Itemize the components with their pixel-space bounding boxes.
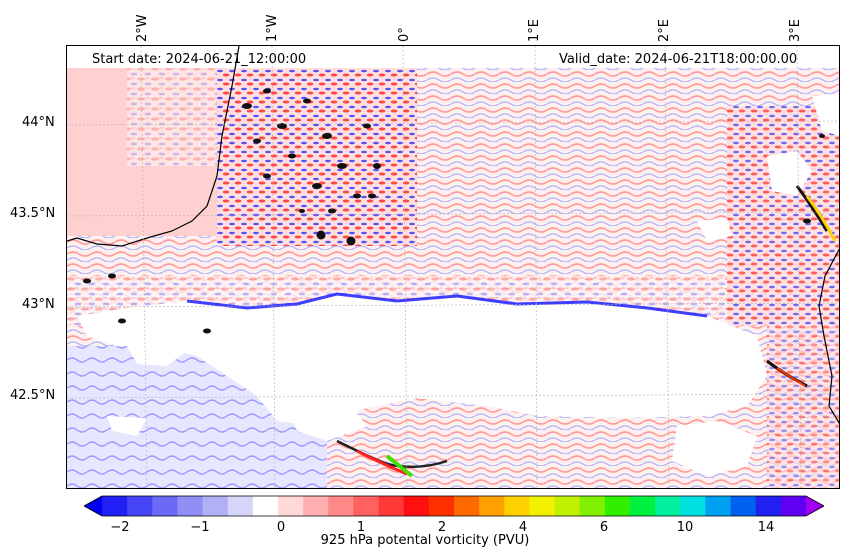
pv-field-svg [67,46,839,488]
colorbar-segment [152,496,178,516]
colorbar-segment [202,496,229,516]
valid-date-label: Valid_date: 2024-06-21T18:00:00.00 [559,52,798,67]
colorbar-segment [378,496,405,516]
colorbar-segment [579,496,606,516]
colorbar-tick: 2 [437,520,447,535]
colorbar-segment [479,496,505,516]
colorbar-segment [252,496,279,516]
colorbar-extend-max [806,496,824,516]
colorbar-segment [278,496,304,516]
coastline-east [818,248,839,424]
colorbar-tick: −2 [110,520,130,535]
gridlines [67,46,839,488]
colorbar-segment [127,496,153,516]
colorbar-tick: 1 [356,520,366,535]
coastline-west [67,46,240,247]
colorbar-extend-min [84,496,102,516]
colorbar-segment [730,496,757,516]
colorbar-segment [504,496,530,516]
colorbar-tick: −1 [190,520,210,535]
colorbar-segment [177,496,204,516]
lon-label-0: 0° [397,27,412,42]
colorbar-segment [328,496,354,516]
lon-label-2e: 2°E [657,19,672,42]
lon-label-1w: 1°W [265,14,280,42]
colorbar-segment [630,496,656,516]
colorbar-tick: 10 [676,520,694,535]
colorbar-segment [428,496,455,516]
colorbar-segment [353,496,380,516]
colorbar-segment [680,496,706,516]
colorbar [84,495,824,517]
colorbar-segment [303,496,329,516]
colorbar-tick: 4 [518,520,528,535]
colorbar-segment [705,496,732,516]
lat-label-43n: 43°N [22,297,55,312]
colorbar-segment [655,496,681,516]
colorbar-segment [780,496,807,516]
colorbar-segment [227,496,254,516]
colorbar-outline [84,495,824,517]
colorbar-segment [755,496,782,516]
colorbar-tick: 6 [599,520,609,535]
colorbar-segment [604,496,631,516]
lat-label-42-5n: 42.5°N [10,388,56,403]
pv-map [66,45,840,489]
colorbar-label: 925 hPa potental vorticity (PVU) [320,533,530,548]
lat-label-43-5n: 43.5°N [10,206,56,221]
lon-label-3e: 3°E [788,19,803,42]
colorbar-segment [529,496,556,516]
lon-label-2w: 2°W [135,14,150,42]
colorbar-segment [403,496,430,516]
colorbar-tick: 0 [276,520,286,535]
colorbar-segment [102,496,128,516]
start-date-label: Start date: 2024-06-21_12:00:00 [92,52,307,67]
colorbar-tick: 14 [757,520,775,535]
lon-label-1e: 1°E [527,19,542,42]
colorbar-segment [454,496,480,516]
colorbar-segment [554,496,581,516]
lat-label-44n: 44°N [22,115,55,130]
